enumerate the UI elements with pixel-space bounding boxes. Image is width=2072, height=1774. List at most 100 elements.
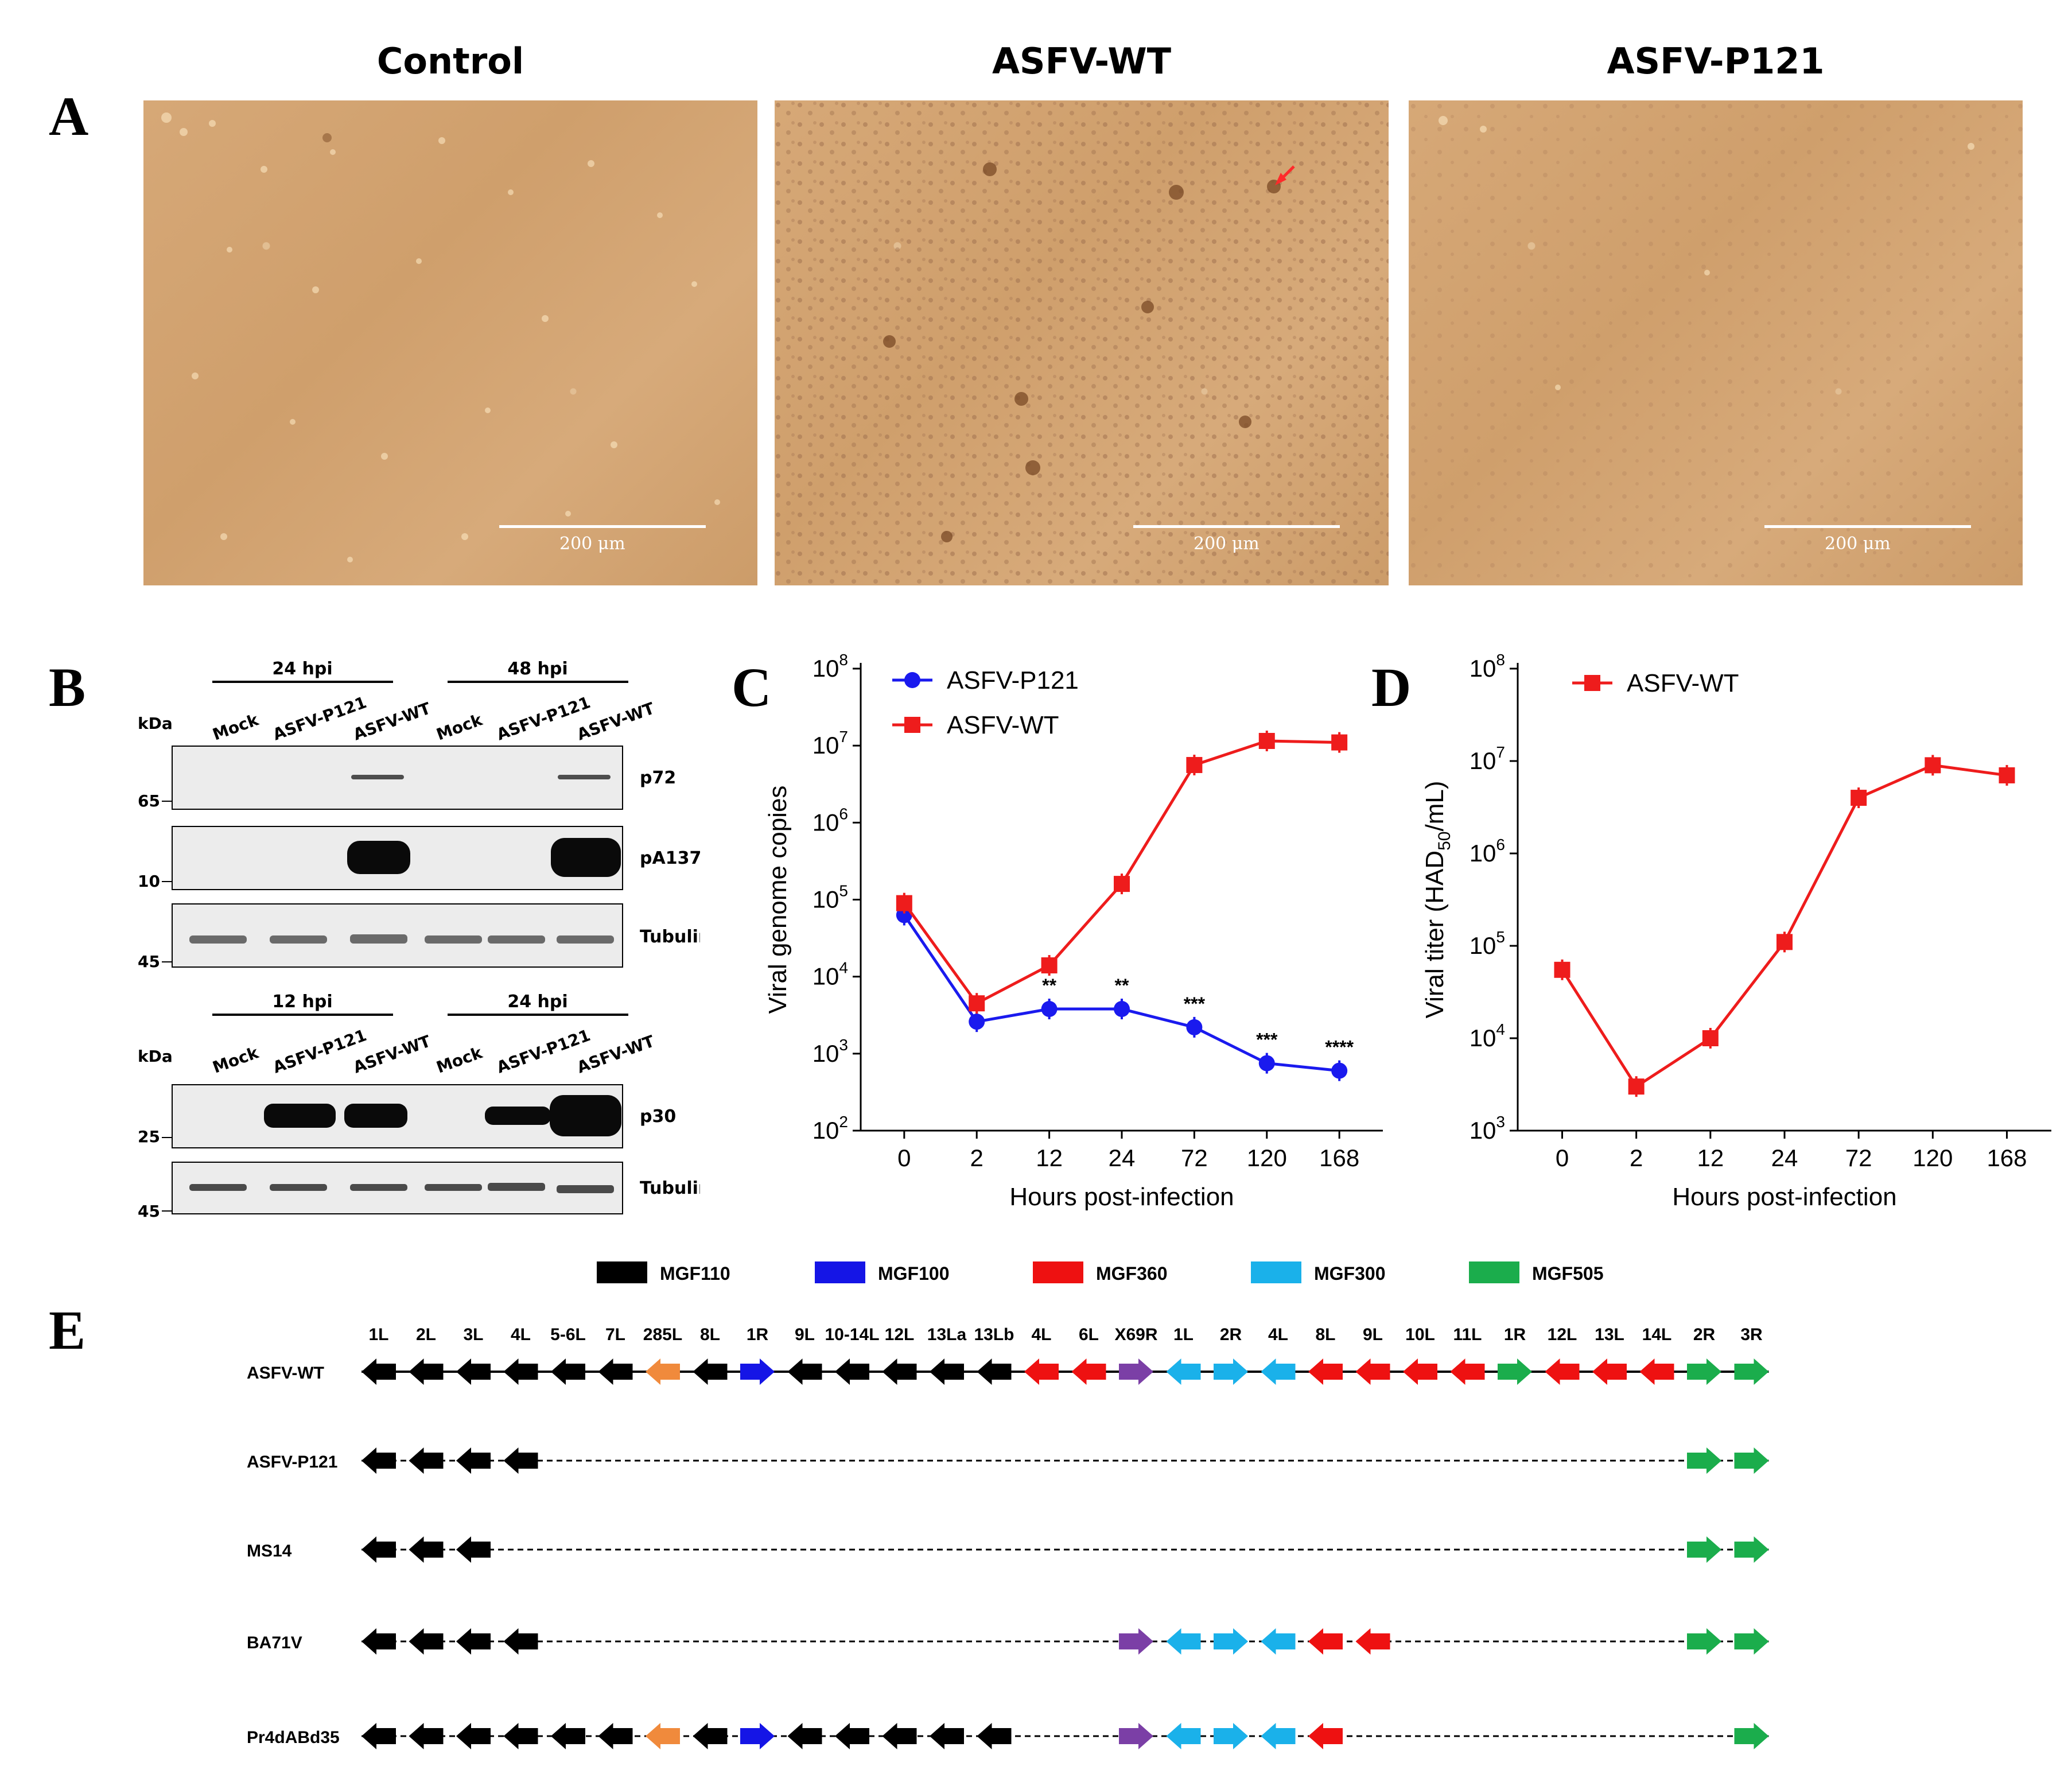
- gene-label: 2L: [416, 1325, 436, 1344]
- significance-label: ****: [1325, 1037, 1354, 1058]
- gene-label: 13L: [1595, 1325, 1624, 1344]
- scale-bar-control: [499, 525, 706, 528]
- gene-arrow: [503, 1723, 538, 1749]
- gene-arrow: [361, 1358, 396, 1385]
- x-tick-label: 72: [1845, 1144, 1872, 1171]
- data-point: [969, 1014, 985, 1030]
- strain-label: MS14: [247, 1542, 292, 1561]
- gene-arrow: [787, 1723, 822, 1749]
- gene-arrow: [1119, 1628, 1153, 1655]
- gene-arrow: [1734, 1447, 1769, 1474]
- x-tick-label: 168: [1987, 1144, 2027, 1171]
- strain-label: ASFV-P121: [247, 1453, 337, 1472]
- micrograph-asfv-p121: 200 μm: [1409, 100, 2023, 585]
- gene-arrow: [551, 1358, 585, 1385]
- gene-arrow: [1687, 1447, 1721, 1474]
- data-point: [1041, 1001, 1058, 1018]
- y-tick-label: 103: [813, 1036, 848, 1067]
- scale-label-asfv-p121: 200 μm: [1825, 534, 1891, 554]
- data-point: [1776, 934, 1793, 950]
- data-point: [1331, 734, 1348, 751]
- gene-arrow: [503, 1447, 538, 1474]
- gene-arrow: [1592, 1358, 1627, 1385]
- gene-arrow: [977, 1723, 1012, 1749]
- y-tick-label: 104: [1470, 1020, 1505, 1051]
- gene-arrow: [1166, 1358, 1201, 1385]
- gene-label: 4L: [511, 1325, 531, 1344]
- x-axis-label: Hours post-infection: [1672, 1183, 1896, 1211]
- y-tick-label: 108: [1470, 651, 1505, 682]
- y-tick-label: 108: [813, 651, 848, 682]
- micrograph-asfv-wt: 200 μm: [775, 100, 1389, 585]
- significance-label: ***: [1256, 1030, 1278, 1050]
- blot-p30-band-2: [344, 1104, 407, 1128]
- gene-label: 13La: [927, 1325, 967, 1344]
- western-blot-figure: 24 hpi 48 hpi kDa Mock ASFV-P121 ASFV-WT…: [138, 659, 700, 1221]
- gene-label: 8L: [1315, 1325, 1335, 1344]
- data-point: [1331, 1062, 1348, 1079]
- legend-swatch: [815, 1261, 865, 1283]
- blot-pa137r-band-1: [347, 841, 410, 874]
- series-line-asfv-wt: [903, 739, 1340, 1006]
- gene-arrow: [1734, 1723, 1769, 1749]
- blot-pa137r-band-2: [551, 838, 621, 877]
- data-point: [1851, 790, 1867, 806]
- legend-swatch: [1251, 1261, 1301, 1283]
- gene-label: 4L: [1031, 1325, 1051, 1344]
- gene-arrow: [1639, 1358, 1674, 1385]
- legend-swatch: [1033, 1261, 1083, 1283]
- gene-arrow: [1214, 1723, 1248, 1749]
- gene-arrow: [456, 1628, 491, 1655]
- data-point: [1114, 876, 1130, 892]
- gene-label: 2R: [1220, 1325, 1242, 1344]
- blot-p72-band-2: [558, 775, 611, 779]
- legend-label: MGF360: [1096, 1263, 1167, 1284]
- blot-tubulin-bottom-label: Tubulin: [640, 1178, 700, 1198]
- series-line-asfv-wt: [1561, 763, 2007, 1089]
- gene-arrow: [1498, 1358, 1532, 1385]
- x-tick-label: 168: [1319, 1144, 1359, 1171]
- y-tick-label: 107: [1470, 743, 1505, 774]
- legend-label: ASFV-P121: [947, 666, 1079, 694]
- micrograph-asfv-wt-texture: [775, 100, 1389, 585]
- y-tick-label: 106: [1470, 836, 1505, 867]
- y-tick-label: 107: [813, 728, 848, 759]
- gene-arrow: [456, 1447, 491, 1474]
- gene-arrow: [1261, 1358, 1296, 1385]
- gene-arrow: [361, 1723, 396, 1749]
- blot-tubulin-top-label: Tubulin: [640, 927, 700, 947]
- y-tick-label: 105: [1470, 928, 1505, 959]
- gene-arrow: [1450, 1358, 1485, 1385]
- x-tick-label: 12: [1697, 1144, 1724, 1171]
- gene-arrow: [1214, 1358, 1248, 1385]
- y-tick-label: 102: [813, 1113, 848, 1144]
- gene-arrow: [503, 1358, 538, 1385]
- gene-arrow: [361, 1536, 396, 1563]
- gene-label: 3R: [1740, 1325, 1763, 1344]
- gene-label: 3L: [463, 1325, 483, 1344]
- scale-bar-asfv-wt: [1133, 525, 1340, 528]
- legend-marker: [904, 672, 920, 688]
- gene-label: 13Lb: [974, 1325, 1014, 1344]
- x-tick-label: 24: [1771, 1144, 1798, 1171]
- blot-tubulin-top-marker: 45: [138, 952, 160, 971]
- gene-arrow: [930, 1358, 964, 1385]
- panel-label-c: C: [732, 657, 772, 718]
- gene-label: 1R: [747, 1325, 769, 1344]
- significance-label: **: [1042, 975, 1056, 996]
- gene-arrow: [409, 1358, 444, 1385]
- blot-tubulin-bottom-bands: [189, 1183, 614, 1193]
- panel-label-d: D: [1371, 657, 1412, 718]
- gene-arrow: [646, 1358, 680, 1385]
- gene-arrow: [409, 1447, 444, 1474]
- gene-arrow: [1687, 1358, 1721, 1385]
- blot-top-lane-4: Mock: [434, 710, 485, 744]
- blot-pa137r-marker: 10: [138, 872, 160, 891]
- gene-arrow: [1734, 1358, 1769, 1385]
- gene-label: 11L: [1453, 1325, 1482, 1344]
- gene-arrow: [977, 1358, 1012, 1385]
- gene-arrow: [1071, 1358, 1106, 1385]
- chart-viral-genome-copies: 102 103 104 105 106 107 108 0 2 12 24 72 120 168 Hours…: [764, 651, 1383, 1211]
- y-axis-label: Viral titer (HAD50/mL): [1421, 781, 1454, 1019]
- gene-label: 7L: [605, 1325, 625, 1344]
